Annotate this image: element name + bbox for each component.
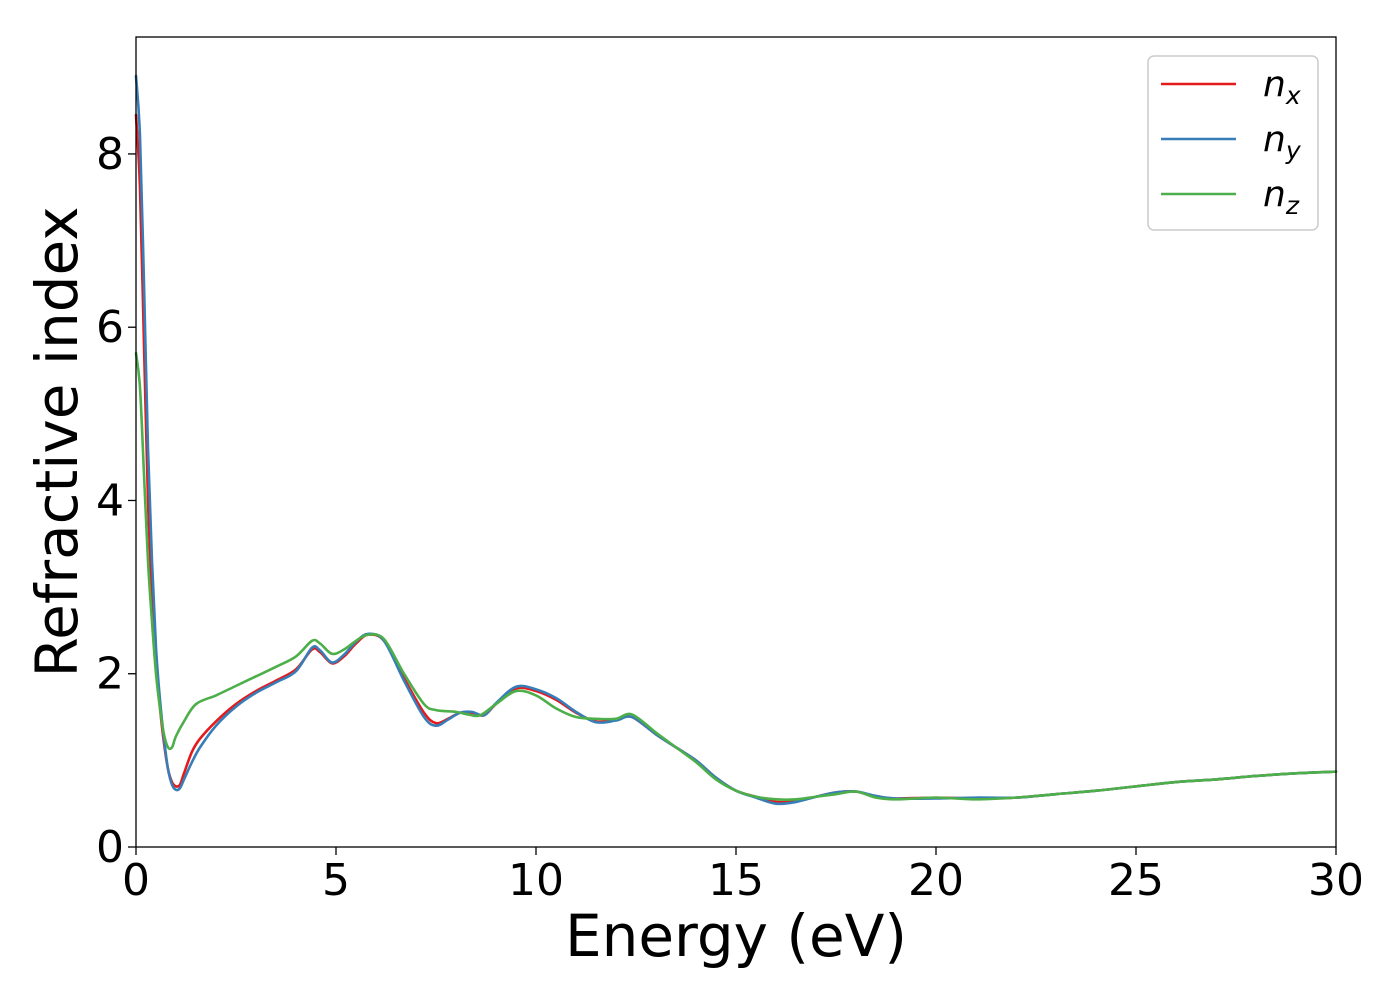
y-tick-label: 2	[96, 649, 124, 700]
y-axis-ticks: 0 2 4 6 8	[96, 129, 136, 873]
series-layer	[134, 74, 1338, 806]
x-tick-label: 25	[1108, 855, 1164, 906]
x-axis-ticks: 0 5 10 15 20 25 30	[122, 847, 1364, 906]
x-tick-label: 0	[122, 855, 150, 906]
legend-box	[1147, 55, 1319, 231]
y-tick-label: 0	[96, 822, 124, 873]
y-tick-label: 6	[96, 302, 124, 353]
y-tick-label: 4	[96, 475, 124, 526]
x-tick-label: 30	[1308, 855, 1364, 906]
x-tick-label: 10	[508, 855, 564, 906]
legend-label-nz: nz	[1263, 174, 1300, 220]
legend-label-nx: nx	[1263, 64, 1301, 110]
series-line-nz	[134, 351, 1338, 801]
legend: nx ny nz	[1147, 55, 1319, 231]
x-tick-label: 20	[908, 855, 964, 906]
x-tick-label: 15	[708, 855, 764, 906]
y-axis-label: Refractive index	[23, 206, 91, 677]
legend-label-ny: ny	[1263, 119, 1302, 165]
y-tick-label: 8	[96, 129, 124, 180]
x-tick-label: 5	[322, 855, 350, 906]
x-axis-label: Energy (eV)	[565, 902, 907, 970]
